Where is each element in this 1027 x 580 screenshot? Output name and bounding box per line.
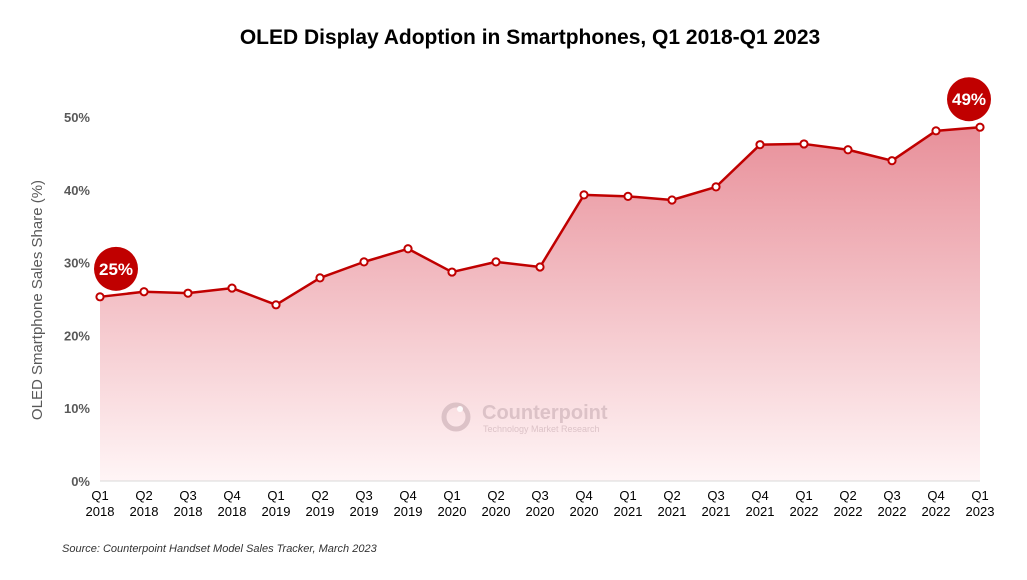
x-tick-quarter: Q3 <box>531 488 548 503</box>
x-tick-year: 2019 <box>350 504 379 519</box>
x-tick-year: 2019 <box>394 504 423 519</box>
x-tick-year: 2022 <box>790 504 819 519</box>
x-tick-year: 2021 <box>614 504 643 519</box>
y-tick-label: 20% <box>64 328 90 343</box>
x-tick-quarter: Q1 <box>795 488 812 503</box>
x-tick-quarter: Q3 <box>883 488 900 503</box>
annotation-bubble <box>947 77 991 122</box>
x-tick-year: 2021 <box>746 504 775 519</box>
x-tick-year: 2018 <box>130 504 159 519</box>
x-tick-year: 2020 <box>526 504 555 519</box>
data-point <box>183 288 193 298</box>
x-tick-quarter: Q1 <box>91 488 108 503</box>
y-tick-label: 0% <box>71 474 90 489</box>
x-tick-year: 2021 <box>658 504 687 519</box>
data-point <box>535 262 545 272</box>
x-tick-year: 2018 <box>86 504 115 519</box>
x-tick-quarter: Q4 <box>751 488 768 503</box>
data-point <box>447 267 457 277</box>
data-point <box>975 122 985 132</box>
x-tick-year: 2020 <box>482 504 511 519</box>
data-point <box>271 300 281 310</box>
watermark-brand: Counterpoint <box>482 402 608 424</box>
x-tick-quarter: Q2 <box>135 488 152 503</box>
x-tick-year: 2023 <box>966 504 995 519</box>
data-point <box>579 190 589 200</box>
x-tick-quarter: Q4 <box>575 488 592 503</box>
data-point <box>843 145 853 155</box>
data-point <box>403 244 413 254</box>
data-point <box>799 139 809 149</box>
data-point <box>491 257 501 267</box>
x-tick-quarter: Q1 <box>971 488 988 503</box>
area-fill <box>100 127 980 481</box>
x-tick-quarter: Q3 <box>355 488 372 503</box>
x-tick-quarter: Q2 <box>487 488 504 503</box>
data-point <box>359 257 369 267</box>
chart-title: OLED Display Adoption in Smartphones, Q1… <box>240 26 820 49</box>
x-tick-quarter: Q4 <box>927 488 944 503</box>
x-tick-year: 2022 <box>834 504 863 519</box>
y-tick-label: 30% <box>64 256 90 271</box>
x-tick-quarter: Q1 <box>619 488 636 503</box>
x-tick-quarter: Q1 <box>267 488 284 503</box>
x-tick-year: 2019 <box>262 504 291 519</box>
x-tick-quarter: Q1 <box>443 488 460 503</box>
x-tick-quarter: Q3 <box>179 488 196 503</box>
y-axis-label: OLED Smartphone Sales Share (%) <box>29 180 46 420</box>
x-tick-year: 2022 <box>922 504 951 519</box>
x-tick-quarter: Q2 <box>839 488 856 503</box>
x-tick-year: 2018 <box>174 504 203 519</box>
x-tick-quarter: Q2 <box>663 488 680 503</box>
x-tick-quarter: Q4 <box>223 488 240 503</box>
x-tick-year: 2020 <box>570 504 599 519</box>
y-tick-label: 40% <box>64 183 90 198</box>
source-note: Source: Counterpoint Handset Model Sales… <box>62 543 378 555</box>
annotation-label: 49% <box>952 90 986 109</box>
y-tick-label: 50% <box>64 110 90 125</box>
data-point <box>227 283 237 293</box>
x-tick-year: 2020 <box>438 504 467 519</box>
data-point <box>139 287 149 297</box>
x-tick-year: 2021 <box>702 504 731 519</box>
x-tick-year: 2019 <box>306 504 335 519</box>
data-point <box>931 126 941 136</box>
watermark-tagline: Technology Market Research <box>483 424 600 434</box>
watermark-logo: Counterpoint Technology Market Research <box>441 402 608 434</box>
x-tick-year: 2022 <box>878 504 907 519</box>
data-point <box>623 191 633 201</box>
data-point <box>315 273 325 283</box>
x-tick-year: 2018 <box>218 504 247 519</box>
x-tick-quarter: Q4 <box>399 488 416 503</box>
data-point <box>667 195 677 205</box>
annotation-bubble <box>94 246 138 291</box>
data-point <box>887 156 897 166</box>
data-point <box>711 182 721 192</box>
y-tick-label: 10% <box>64 401 90 416</box>
annotation-label: 25% <box>99 260 133 279</box>
data-point <box>95 292 105 302</box>
data-point <box>755 140 765 150</box>
x-tick-quarter: Q3 <box>707 488 724 503</box>
x-tick-quarter: Q2 <box>311 488 328 503</box>
